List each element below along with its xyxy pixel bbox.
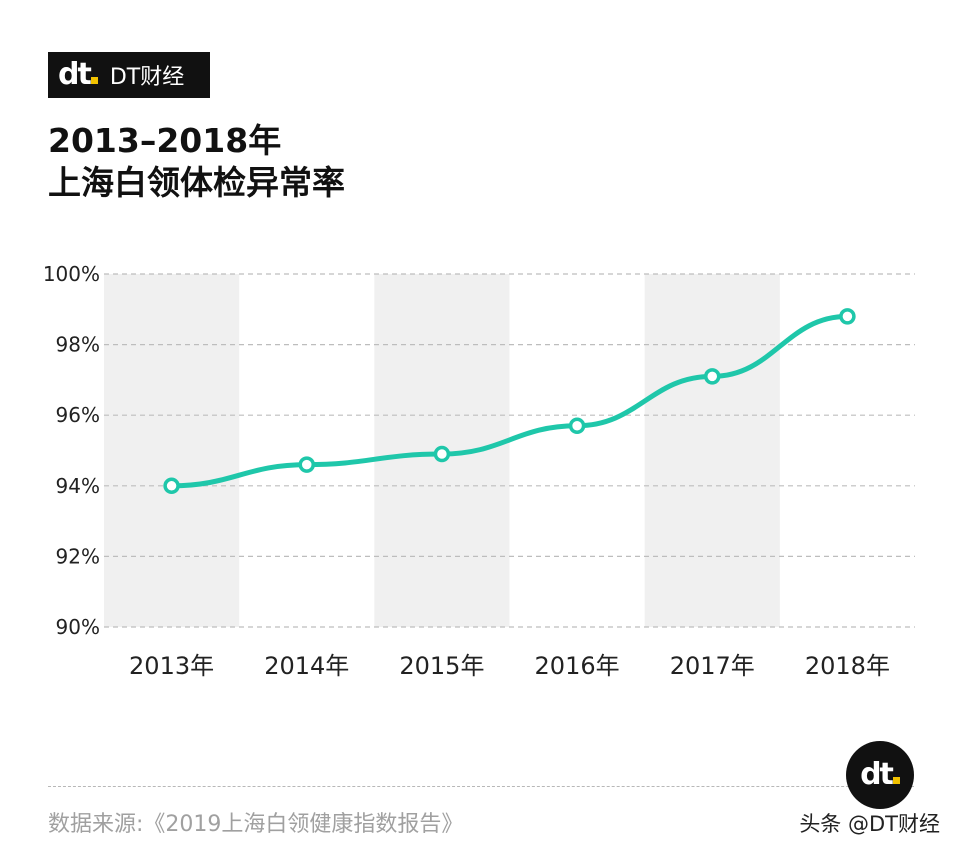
- corner-logo-icon: dt: [846, 741, 914, 809]
- chart-title-line1: 2013–2018年: [48, 121, 282, 160]
- data-point: [704, 368, 721, 385]
- x-tick-label: 2018年: [805, 652, 890, 680]
- chart-title: 2013–2018年 上海白领体检异常率: [48, 120, 345, 204]
- column-band: [104, 274, 240, 627]
- corner-logo-text: dt: [860, 757, 894, 792]
- x-tick-label: 2013年: [129, 652, 214, 680]
- data-point: [298, 456, 315, 473]
- chart-title-line2: 上海白领体检异常率: [48, 163, 345, 202]
- x-tick-label: 2015年: [399, 652, 484, 680]
- data-point: [163, 477, 180, 495]
- x-tick-label: 2017年: [670, 652, 755, 680]
- series-line: [169, 313, 850, 489]
- column-band: [644, 274, 780, 627]
- data-point: [839, 308, 856, 325]
- y-tick-label: 90%: [56, 615, 100, 639]
- y-tick-label: 98%: [56, 333, 100, 357]
- x-tick-label: 2016年: [535, 652, 620, 680]
- y-tick-label: 92%: [56, 544, 100, 568]
- y-tick-label: 94%: [56, 474, 100, 498]
- y-tick-label: 100%: [43, 262, 100, 286]
- y-tick-label: 96%: [56, 403, 100, 427]
- data-point: [433, 445, 451, 463]
- data-point: [568, 417, 586, 435]
- brand-name: DT财经: [109, 65, 185, 90]
- brand-mark-text: dt: [58, 57, 92, 92]
- x-tick-label: 2014年: [264, 652, 349, 680]
- footer-divider: [48, 786, 914, 787]
- platform-credit: 头条 @DT财经: [799, 812, 940, 836]
- brand-tag: dt DT财经: [48, 52, 210, 98]
- source-note: 数据来源:《2019上海白领健康指数报告》: [48, 812, 464, 837]
- brand-logo-icon: dt: [58, 60, 98, 90]
